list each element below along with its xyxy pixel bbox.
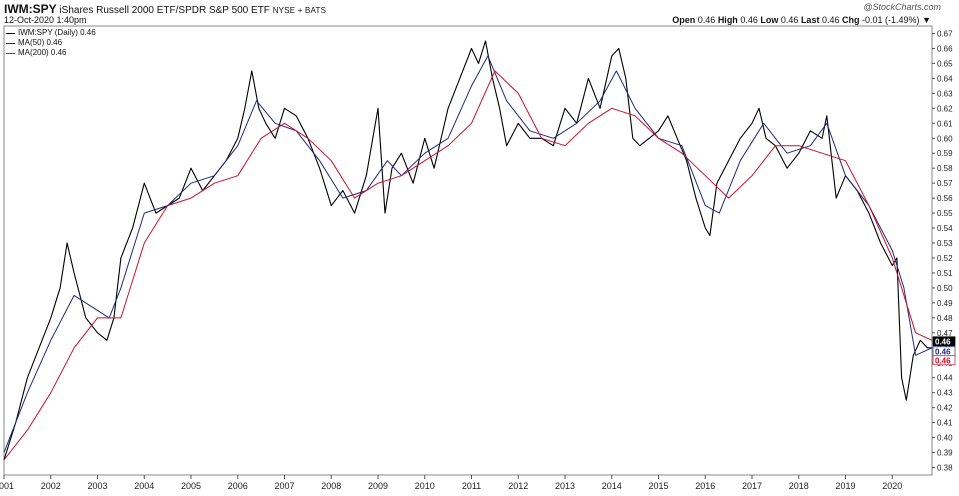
last-value: 0.46 — [821, 15, 840, 25]
y-tick-label: 0.47 — [937, 329, 953, 338]
ma50-line — [3, 55, 933, 453]
x-tick-label: 2016 — [695, 481, 715, 491]
y-axis: 0.380.390.400.410.420.430.440.450.460.47… — [932, 29, 953, 473]
legend-item-price: IWM:SPY (Daily) 0.46 — [6, 28, 96, 38]
x-tick-label: 2020 — [882, 481, 902, 491]
value-tag-ma200 — [932, 355, 956, 366]
open-value: 0.46 — [697, 15, 716, 25]
legend-swatch-ma200 — [6, 52, 15, 54]
value-tag-text-price: 0.46 — [935, 337, 951, 346]
chg-label: Chg — [842, 15, 860, 25]
y-tick-label: 0.59 — [937, 149, 953, 158]
legend-label-price: IWM:SPY (Daily) 0.46 — [18, 28, 96, 37]
y-tick-label: 0.56 — [937, 194, 953, 203]
x-tick-label: 2011 — [462, 481, 481, 491]
x-tick-label: 2019 — [835, 481, 855, 491]
x-tick-label: 2006 — [228, 481, 248, 491]
quote-bar: Open 0.46 High 0.46 Low 0.46 Last 0.46 C… — [672, 15, 931, 25]
y-tick-label: 0.40 — [937, 434, 953, 443]
y-tick-label: 0.55 — [937, 209, 953, 218]
y-tick-label: 0.39 — [937, 449, 953, 458]
y-tick-label: 0.48 — [937, 314, 953, 323]
y-tick-label: 0.58 — [937, 164, 953, 173]
symbol: IWM:SPY — [4, 2, 57, 16]
y-tick-label: 0.67 — [937, 29, 953, 38]
x-tick-label: 2013 — [555, 481, 575, 491]
y-tick-label: 0.61 — [937, 119, 953, 128]
x-tick-label: 2010 — [415, 481, 435, 491]
y-tick-label: 0.49 — [937, 299, 953, 308]
exchange: NYSE + BATS — [272, 6, 327, 15]
legend-label-ma200: MA(200) 0.46 — [18, 48, 67, 57]
down-arrow-icon: ▼ — [922, 15, 931, 25]
y-tick-label: 0.54 — [937, 224, 953, 233]
legend: IWM:SPY (Daily) 0.46 MA(50) 0.46 MA(200)… — [6, 28, 96, 58]
brand-logo: @StockCharts.com — [863, 2, 941, 12]
chg-value: -0.01 (-1.49%) — [862, 15, 920, 25]
y-tick-label: 0.41 — [937, 419, 953, 428]
y-tick-label: 0.60 — [937, 134, 953, 143]
last-label: Last — [800, 15, 820, 25]
legend-item-ma200: MA(200) 0.46 — [6, 48, 96, 58]
y-tick-label: 0.38 — [937, 464, 953, 473]
y-tick-label: 0.51 — [937, 269, 953, 278]
y-tick-label: 0.63 — [937, 89, 953, 98]
value-tag-text-ma50: 0.46 — [935, 347, 951, 356]
x-tick-label: 2004 — [134, 481, 154, 491]
legend-label-ma50: MA(50) 0.46 — [18, 38, 63, 47]
x-tick-label: 2002 — [41, 481, 61, 491]
plot-frame — [3, 25, 933, 476]
y-tick-label: 0.65 — [937, 59, 953, 68]
y-tick-label: 0.52 — [937, 254, 953, 263]
legend-swatch-price — [6, 32, 15, 34]
y-tick-label: 0.57 — [937, 179, 953, 188]
series-group — [3, 40, 933, 461]
y-tick-label: 0.50 — [937, 284, 953, 293]
y-tick-label: 0.42 — [937, 404, 953, 413]
x-tick-label: 2001 — [0, 481, 14, 491]
y-tick-label: 0.44 — [937, 374, 953, 383]
x-tick-label: 2017 — [742, 481, 762, 491]
value-tag-text-ma200: 0.46 — [935, 356, 951, 365]
y-tick-label: 0.53 — [937, 239, 953, 248]
x-tick-label: 2015 — [648, 481, 668, 491]
open-label: Open — [672, 15, 696, 25]
y-tick-label: 0.43 — [937, 389, 953, 398]
x-tick-label: 2005 — [181, 481, 201, 491]
low-label: Low — [760, 15, 779, 25]
value-tag-price — [932, 336, 956, 347]
x-tick-label: 2003 — [87, 481, 107, 491]
y-tick-label: 0.64 — [937, 74, 953, 83]
price-line — [3, 40, 932, 461]
y-tick-label: 0.62 — [937, 104, 953, 113]
x-tick-label: 2014 — [602, 481, 622, 491]
x-tick-label: 2009 — [368, 481, 388, 491]
high-label: High — [717, 15, 738, 25]
x-tick-label: 2008 — [321, 481, 341, 491]
ma200-line — [3, 70, 933, 461]
x-axis: 2001 2002 2003 2004 2005 2006 2007 2008 2009 2010… — [0, 475, 902, 491]
high-value: 0.46 — [740, 15, 758, 25]
datetime: 12-Oct-2020 1:40pm — [4, 15, 87, 25]
low-value: 0.46 — [780, 15, 799, 25]
chart-header: IWM:SPY iShares Russell 2000 ETF/SPDR S&… — [4, 2, 326, 16]
legend-swatch-ma50 — [6, 42, 15, 44]
last-value-labels: 0.460.460.46 — [932, 336, 956, 366]
x-tick-label: 2012 — [508, 481, 528, 491]
y-tick-label: 0.66 — [937, 44, 953, 53]
x-tick-label: 2018 — [789, 481, 809, 491]
x-tick-label: 2007 — [274, 481, 294, 491]
description: iShares Russell 2000 ETF/SPDR S&P 500 ET… — [59, 5, 270, 16]
legend-item-ma50: MA(50) 0.46 — [6, 38, 96, 48]
